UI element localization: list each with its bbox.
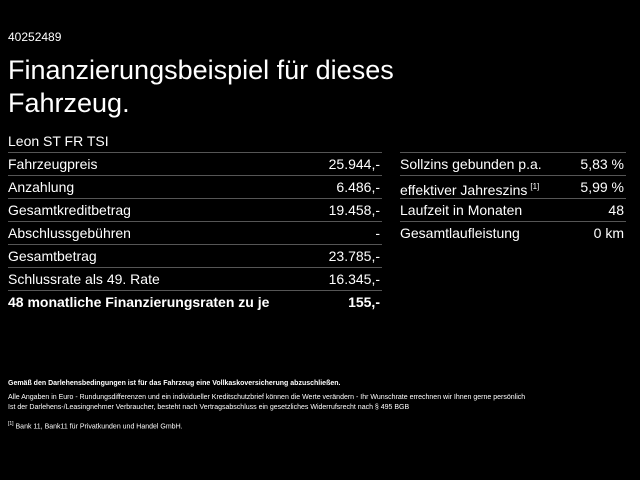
row-label: Sollzins gebunden p.a. (400, 156, 542, 172)
footnote-ref: [1] (530, 182, 540, 191)
footnote-ref: [1] (8, 421, 14, 427)
row-value: 23.785,- (328, 248, 380, 264)
table-row: Fahrzeugpreis 25.944,- (8, 152, 382, 175)
row-label: Gesamtbetrag (8, 248, 97, 264)
row-value: 155,- (348, 294, 380, 310)
table-row: 48 monatliche Finanzierungsraten zu je 15… (8, 290, 382, 313)
row-label: Laufzeit in Monaten (400, 202, 523, 218)
table-row: Sollzins gebunden p.a. 5,83 % (400, 152, 626, 175)
table-row: Gesamtkreditbetrag 19.458,- (8, 198, 382, 221)
table-row: Gesamtlaufleistung 0 km (400, 221, 626, 244)
footnote-text: Bank 11, Bank11 für Privatkunden und Han… (15, 423, 183, 431)
row-value: 16.345,- (328, 271, 380, 287)
table-row: Gesamtbetrag 23.785,- (8, 244, 382, 267)
disclaimer: Ist der Darlehens-/Leasingnehmer Verbrau… (8, 404, 410, 411)
row-value: 5,99 % (580, 179, 624, 195)
table-row: effektiver Jahreszins [1] 5,99 % (400, 175, 626, 198)
row-label: effektiver Jahreszins [1] (400, 182, 540, 198)
row-label: Anzahlung (8, 179, 75, 195)
table-row: Laufzeit in Monaten 48 (400, 198, 626, 221)
row-label: Gesamtlaufleistung (400, 225, 520, 241)
row-value: 48 (608, 202, 624, 218)
row-label: Gesamtkreditbetrag (8, 202, 131, 218)
row-label: 48 monatliche Finanzierungsraten zu je (8, 294, 270, 310)
row-label: Abschlussgebühren (8, 225, 131, 241)
row-value: 19.458,- (328, 202, 380, 218)
row-value: - (375, 225, 380, 241)
offer-id: 40252489 (8, 30, 62, 44)
table-row: Schlussrate als 49. Rate 16.345,- (8, 267, 382, 290)
table-row: Abschlussgebühren - (8, 221, 382, 244)
table-row: Anzahlung 6.486,- (8, 175, 382, 198)
row-label: Fahrzeugpreis (8, 156, 98, 172)
row-value: 0 km (593, 225, 624, 241)
disclaimer: Alle Angaben in Euro - Rundungsdifferenz… (8, 394, 526, 401)
footnote: [1] Bank 11, Bank11 für Privatkunden und… (8, 419, 183, 432)
row-value: 6.486,- (336, 179, 380, 195)
model: Leon ST FR TSI (8, 133, 109, 149)
row-value: 5,83 % (580, 156, 624, 172)
insurance-note: Gemäß den Darlehensbedingungen ist für d… (8, 380, 341, 387)
title: Finanzierungsbeispiel für dieses Fahrzeu… (8, 55, 394, 118)
row-label: Schlussrate als 49. Rate (8, 271, 160, 287)
row-value: 25.944,- (328, 156, 380, 172)
